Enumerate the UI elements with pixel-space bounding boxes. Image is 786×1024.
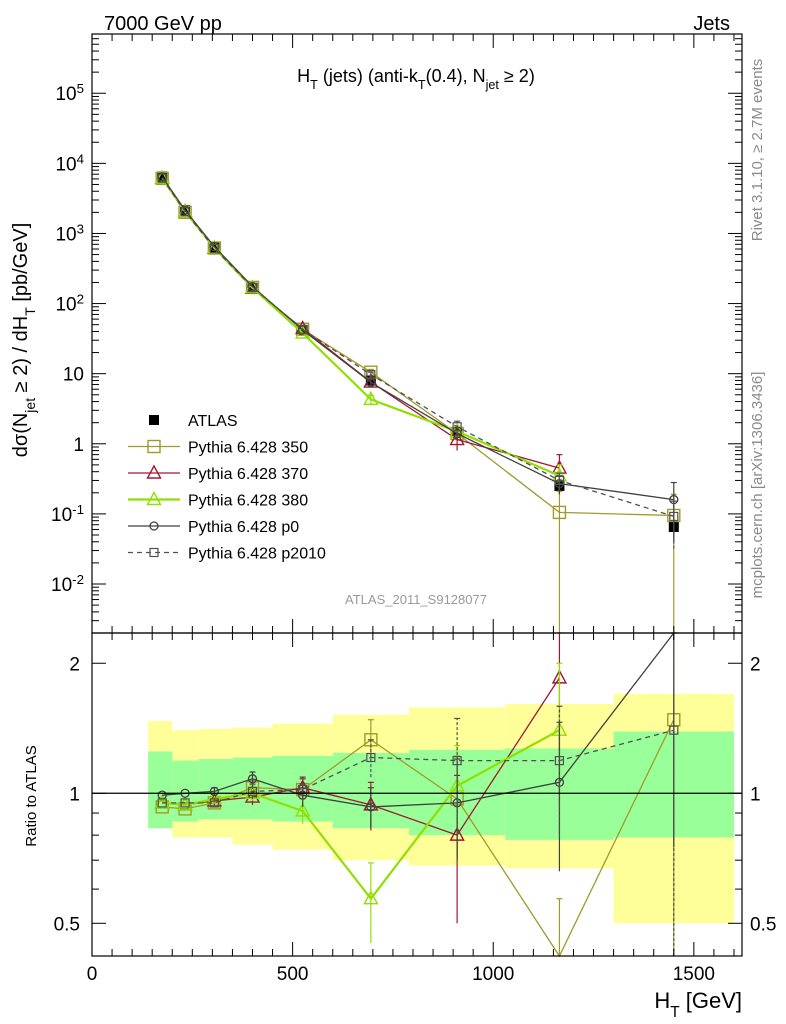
data-point — [247, 282, 258, 293]
data-point — [449, 431, 465, 446]
data-point — [298, 324, 308, 334]
series-line — [161, 177, 560, 477]
ratio-panel: 0 500 1000 1500 0.5 0.5 1 1 2 2 Ratio to ATLAS HT… — [23, 632, 776, 1021]
data-point — [244, 788, 261, 803]
data-point — [157, 798, 167, 808]
data-point — [157, 173, 167, 183]
data-point — [295, 322, 310, 336]
rivet-version-label: Rivet 3.1.10, ≥ 2.7M events — [749, 59, 766, 242]
data-point — [366, 370, 376, 380]
y-tick-label: 105 — [55, 81, 84, 106]
mcplots-label: mcplots.cern.ch [arXiv:1306.3436] — [749, 372, 766, 599]
data-point — [247, 774, 258, 784]
data-point — [366, 752, 376, 763]
y-tick-label: 10-1 — [51, 501, 84, 526]
data-point — [247, 786, 258, 797]
inner-band-bin — [198, 759, 233, 820]
ratio-y-tick-label-right: 1 — [750, 784, 761, 805]
ratio-axes: 0 500 1000 1500 0.5 0.5 1 1 2 2 — [54, 633, 776, 985]
ratio-y-tick-label-right: 0.5 — [750, 914, 776, 935]
data-point — [244, 279, 261, 294]
series-pythia-6-428-p0 — [157, 172, 679, 542]
main-axes: 10-2 10-1 1 10 102 103 104 105 — [51, 33, 742, 634]
data-point — [554, 475, 565, 486]
data-point — [149, 547, 159, 558]
data-point — [154, 169, 170, 184]
data-point — [452, 756, 462, 766]
data-point — [177, 796, 193, 811]
data-point — [180, 798, 190, 808]
legend: ATLAS Pythia 6.428 350 Pythia 6.428 370 Pyt… — [128, 413, 326, 563]
legend-label: Pythia 6.428 p0 — [188, 519, 299, 536]
analysis-watermark: ATLAS_2011_S9128077 — [345, 592, 487, 607]
x-tick-label: 0 — [87, 964, 98, 985]
main-title: HT (jets) (anti-kT(0.4), Njet ≥ 2) — [297, 66, 535, 92]
data-point — [147, 439, 161, 454]
legend-label: Pythia 6.428 p2010 — [188, 546, 326, 563]
data-point — [154, 794, 170, 809]
y-tick-label: 102 — [55, 291, 84, 316]
series-line — [161, 177, 674, 518]
series-line — [161, 178, 674, 517]
data-point — [669, 511, 679, 522]
y-tick-label: 104 — [55, 151, 84, 176]
data-point — [180, 207, 190, 217]
data-point — [363, 890, 379, 905]
main-frame — [91, 33, 743, 634]
legend-entry: Pythia 6.428 p0 — [128, 519, 299, 536]
ratio-y-tick-label-right: 2 — [750, 654, 761, 675]
main-y-axis-label: dσ(Njet ≥ 2) / dHT [pb/GeV] — [10, 223, 38, 458]
legend-entry: Pythia 6.428 380 — [128, 491, 308, 510]
inner-band-bin — [148, 751, 173, 829]
data-point — [366, 802, 376, 812]
data-point — [452, 422, 462, 432]
data-point — [157, 171, 168, 182]
inner-band-bin — [172, 760, 199, 822]
data-point — [209, 798, 219, 808]
header-left-label: 7000 GeV pp — [104, 13, 222, 35]
data-point — [146, 464, 162, 479]
data-point — [452, 428, 462, 439]
data-point — [669, 725, 679, 735]
legend-label: Pythia 6.428 370 — [188, 466, 308, 483]
series-line — [162, 729, 560, 901]
legend-entry: Pythia 6.428 p2010 — [128, 546, 326, 563]
data-point — [554, 756, 565, 766]
data-point — [177, 203, 193, 218]
y-tick-label: 103 — [55, 221, 84, 246]
data-point — [146, 491, 162, 506]
y-tick-label: 10 — [63, 365, 84, 386]
x-tick-label: 500 — [277, 964, 309, 985]
y-tick-label: 1 — [73, 435, 84, 456]
data-point — [363, 390, 379, 406]
legend-entry: ATLAS — [149, 413, 238, 430]
legend-entry: Pythia 6.428 350 — [128, 440, 308, 457]
ratio-y-tick-label: 1 — [69, 784, 80, 805]
ratio-y-tick-label: 2 — [69, 654, 80, 675]
y-tick-label: 10-2 — [51, 571, 84, 596]
header-right-label: Jets — [693, 13, 730, 35]
ratio-y-tick-label: 0.5 — [54, 914, 80, 935]
series-pythia-6-428-p2010 — [157, 632, 679, 956]
data-point — [209, 786, 220, 797]
ratio-y-axis-label: Ratio to ATLAS — [23, 745, 40, 846]
main-panel: 10-2 10-1 1 10 102 103 104 105 HT (jets) (anti-… — [10, 33, 743, 634]
data-point — [294, 802, 311, 817]
series-pythia-6-428-p2010 — [157, 173, 679, 549]
data-point — [149, 521, 159, 531]
data-point — [149, 415, 159, 425]
legend-entry: Pythia 6.428 370 — [128, 464, 308, 483]
x-tick-label: 1500 — [673, 964, 715, 985]
legend-label: ATLAS — [188, 413, 238, 430]
ratio-frame — [91, 632, 743, 957]
legend-label: Pythia 6.428 380 — [188, 493, 308, 510]
data-point — [209, 243, 219, 254]
x-axis-label: HT [GeV] — [654, 988, 742, 1021]
legend-label: Pythia 6.428 350 — [188, 440, 308, 457]
series-line — [162, 729, 674, 804]
data-point — [552, 505, 567, 520]
main-data-layer — [154, 169, 681, 633]
x-tick-label: 1000 — [472, 964, 514, 985]
